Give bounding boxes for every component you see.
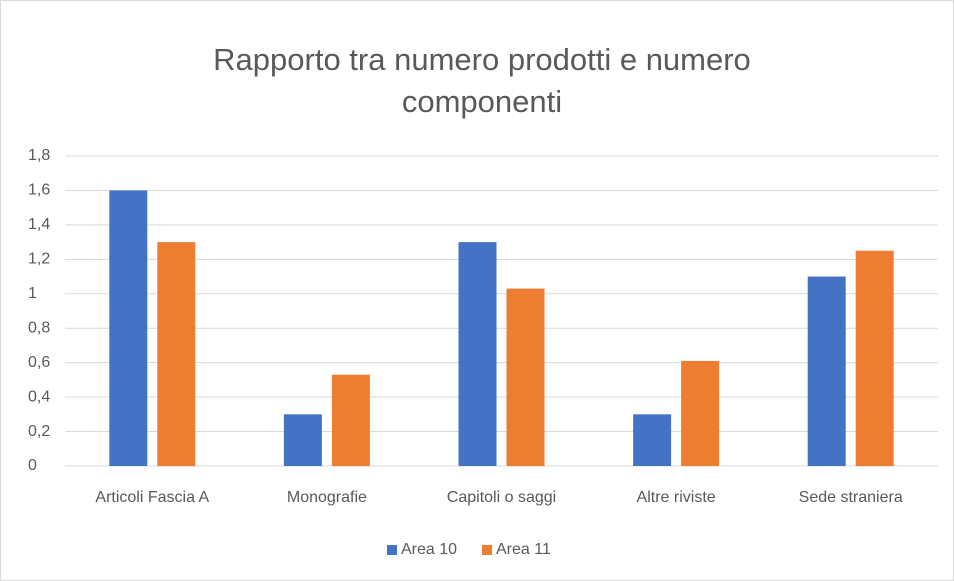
x-tick-label: Monografie: [287, 489, 367, 506]
y-tick-label: 0,6: [28, 354, 50, 371]
y-tick-label: 1,4: [28, 216, 50, 233]
bar: [506, 288, 545, 466]
y-tick-label: 0,2: [28, 423, 50, 440]
bar: [157, 242, 196, 466]
bar: [109, 190, 148, 466]
x-tick-label: Capitoli o saggi: [447, 489, 556, 506]
y-tick-label: 1,2: [28, 251, 50, 268]
bar: [458, 242, 497, 466]
legend-swatch: [387, 545, 397, 555]
bar: [331, 374, 370, 466]
bar: [283, 414, 322, 466]
y-tick-label: 1,8: [28, 147, 50, 164]
x-tick-label: Altre riviste: [637, 489, 716, 506]
chart-title: componenti: [402, 84, 562, 119]
legend-label: Area 10: [401, 541, 457, 558]
chart-title: Rapporto tra numero prodotti e numero: [213, 42, 751, 77]
bar: [633, 414, 672, 466]
x-tick-label: Sede straniera: [799, 489, 903, 506]
legend-swatch: [482, 545, 492, 555]
bar: [855, 250, 894, 466]
y-tick-label: 1,6: [28, 182, 50, 199]
y-tick-label: 1: [28, 285, 37, 302]
bar: [681, 360, 720, 466]
legend-label: Area 11: [496, 541, 551, 558]
bar: [807, 276, 846, 466]
y-tick-label: 0,4: [28, 388, 50, 405]
y-tick-label: 0,8: [28, 319, 50, 336]
x-tick-label: Articoli Fascia A: [95, 489, 209, 506]
y-tick-label: 0: [28, 457, 37, 474]
